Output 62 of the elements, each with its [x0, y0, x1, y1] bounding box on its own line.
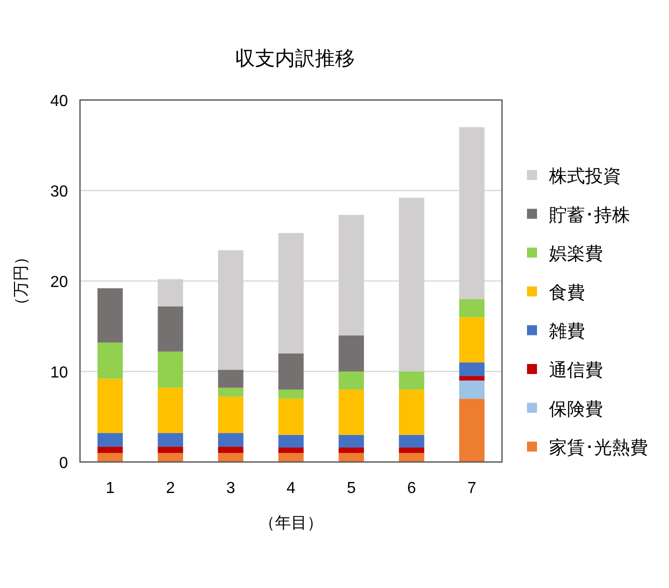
bar	[338, 452, 364, 462]
bar	[97, 446, 123, 453]
bar	[218, 452, 244, 462]
x-tick-label: 6	[407, 480, 416, 497]
bar	[97, 433, 123, 447]
legend-label: 食費	[549, 282, 585, 302]
x-tick-label: 7	[467, 480, 476, 497]
bar	[278, 448, 304, 453]
bar	[338, 372, 364, 390]
legend-label: 保険費	[549, 398, 603, 419]
bar	[97, 342, 123, 379]
legend-label: 貯蓄･持株	[549, 204, 630, 225]
y-tick-label: 30	[50, 184, 68, 200]
legend-label: 株式投資	[548, 166, 621, 186]
bar	[338, 335, 364, 372]
bar	[158, 388, 184, 434]
legend-label: 家賃･光熱費	[549, 438, 648, 458]
bar	[158, 352, 184, 388]
x-tick-label: 5	[346, 480, 356, 497]
bar	[398, 390, 424, 435]
y-tick-label: 0	[59, 455, 68, 472]
bar	[338, 390, 364, 435]
bar	[97, 288, 123, 343]
bar	[278, 398, 304, 435]
bar	[218, 396, 244, 434]
bar	[398, 448, 424, 453]
bar	[338, 434, 364, 448]
bar	[278, 390, 304, 399]
bar	[398, 434, 424, 448]
chart-title: 収支内訳推移	[235, 48, 355, 70]
bar	[218, 433, 244, 447]
bar	[459, 317, 485, 362]
bar	[459, 376, 485, 381]
x-tick-label: 4	[286, 480, 296, 497]
bar	[218, 370, 244, 388]
bar	[158, 452, 184, 462]
bar	[278, 353, 304, 390]
x-tick-label: 3	[226, 480, 236, 497]
x-axis-title: （年目）	[259, 515, 323, 532]
y-tick-label: 20	[50, 274, 68, 291]
bar	[459, 299, 485, 318]
bar	[338, 448, 364, 453]
y-axis-title: （万円）	[13, 249, 30, 313]
bar	[158, 433, 184, 447]
bar	[398, 452, 424, 462]
bar	[278, 452, 304, 462]
bar	[158, 446, 184, 453]
bar	[398, 372, 424, 390]
y-tick-label: 10	[50, 364, 68, 382]
bar	[158, 306, 184, 352]
legend-label: 娯楽費	[549, 244, 603, 264]
bar	[97, 378, 123, 434]
x-tick-label: 1	[106, 480, 115, 497]
bar	[218, 446, 244, 453]
x-tick-label: 2	[166, 480, 175, 497]
bar	[97, 452, 123, 462]
bar	[218, 388, 244, 397]
bar	[459, 362, 485, 376]
legend-label: 通信費	[549, 360, 603, 380]
y-tick-label: 40	[50, 93, 68, 110]
bar	[278, 434, 304, 448]
legend-label: 雑費	[549, 321, 585, 342]
